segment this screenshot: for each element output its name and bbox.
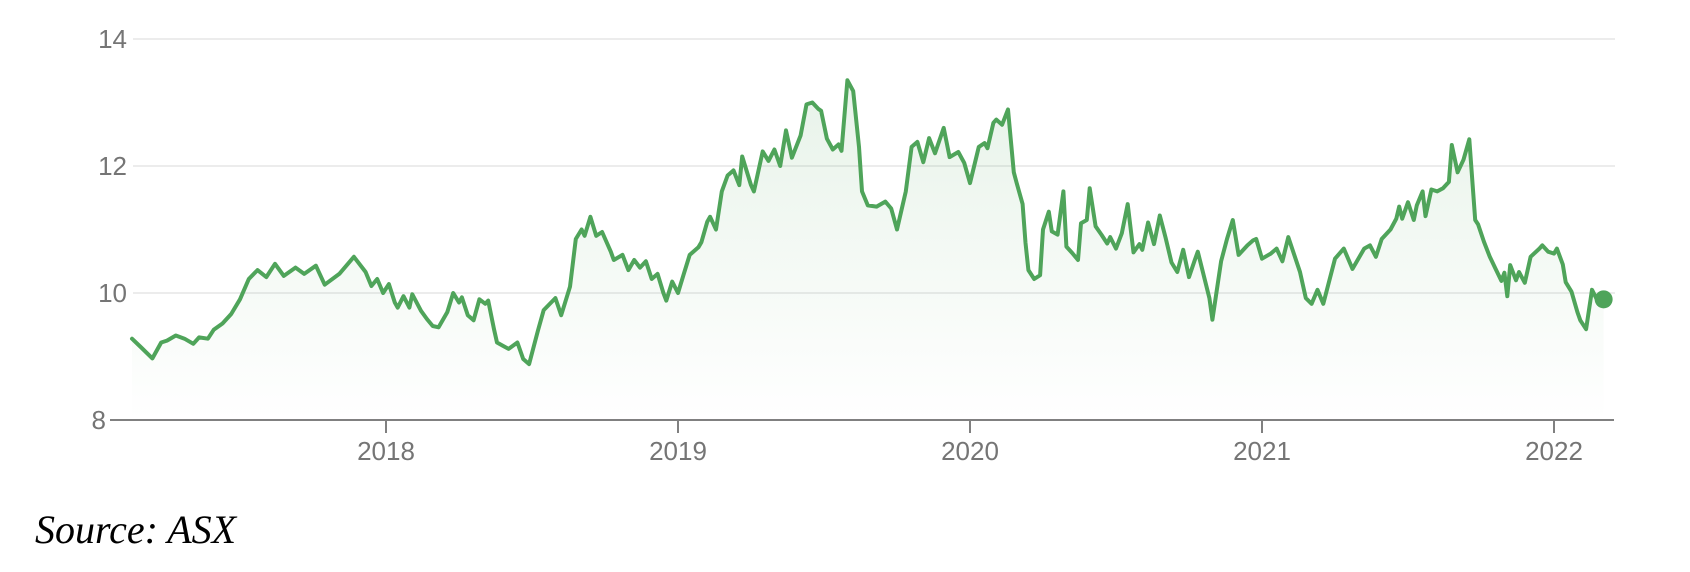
- price-line: [130, 78, 1606, 367]
- y-tick-label: 12: [98, 151, 127, 181]
- x-tick-label: 2020: [941, 436, 999, 466]
- x-axis-ticks: [385, 421, 1555, 433]
- x-tick-label: 2021: [1233, 436, 1291, 466]
- y-axis-labels: 8 10 12 14: [92, 24, 127, 435]
- x-tick-label: 2018: [357, 436, 415, 466]
- x-axis-labels: 2018 2019 2020 2021 2022: [357, 436, 1583, 466]
- chart-area-fill: [132, 80, 1604, 421]
- last-price-dot: [1594, 290, 1613, 309]
- x-tick-label: 2019: [649, 436, 707, 466]
- y-tick-label: 14: [98, 24, 127, 54]
- x-tick-label: 2022: [1525, 436, 1583, 466]
- source-note: Source: ASX: [35, 507, 237, 552]
- y-tick-label: 8: [92, 405, 106, 435]
- y-tick-label: 10: [98, 278, 127, 308]
